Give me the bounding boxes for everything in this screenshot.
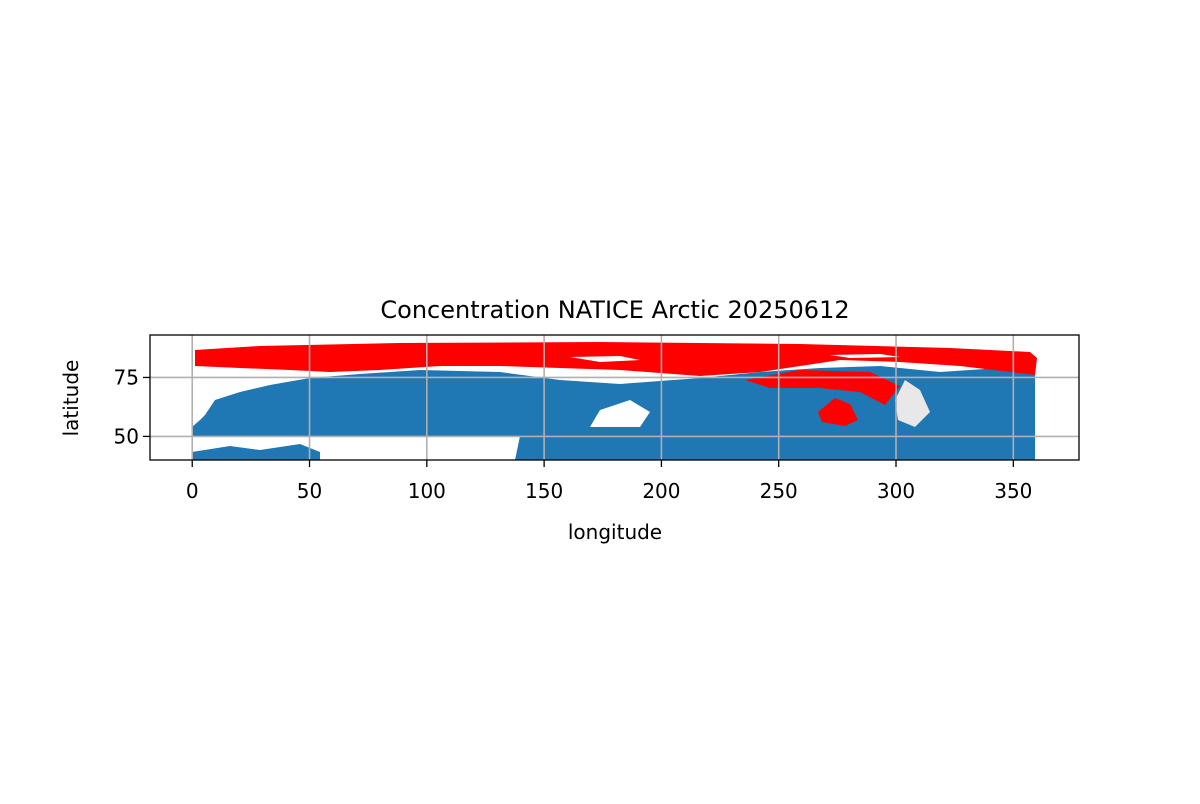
- greenland: [895, 380, 930, 427]
- sea-ice-bay: [818, 398, 858, 426]
- x-tick-label: 100: [408, 479, 446, 503]
- x-tick-label: 200: [642, 479, 680, 503]
- grid: [150, 335, 1079, 460]
- open-lead: [570, 356, 640, 362]
- land-gap: [590, 400, 650, 427]
- ocean-south: [192, 444, 320, 460]
- x-tick-label: 150: [525, 479, 563, 503]
- x-tick-label: 0: [186, 479, 199, 503]
- x-tick-label: 350: [994, 479, 1032, 503]
- plot-frame: [149, 334, 1080, 461]
- open-lead: [830, 354, 900, 358]
- y-tick-label: 75: [114, 365, 139, 389]
- chart-title: Concentration NATICE Arctic 20250612: [380, 296, 849, 324]
- sea-ice-channels: [745, 370, 900, 405]
- x-tick-label: 50: [297, 479, 322, 503]
- x-tick-label: 250: [760, 479, 798, 503]
- x-axis-label: longitude: [568, 520, 662, 544]
- y-axis-label: latitude: [59, 360, 83, 437]
- y-tick-label: 50: [114, 424, 139, 448]
- x-tick-label: 300: [877, 479, 915, 503]
